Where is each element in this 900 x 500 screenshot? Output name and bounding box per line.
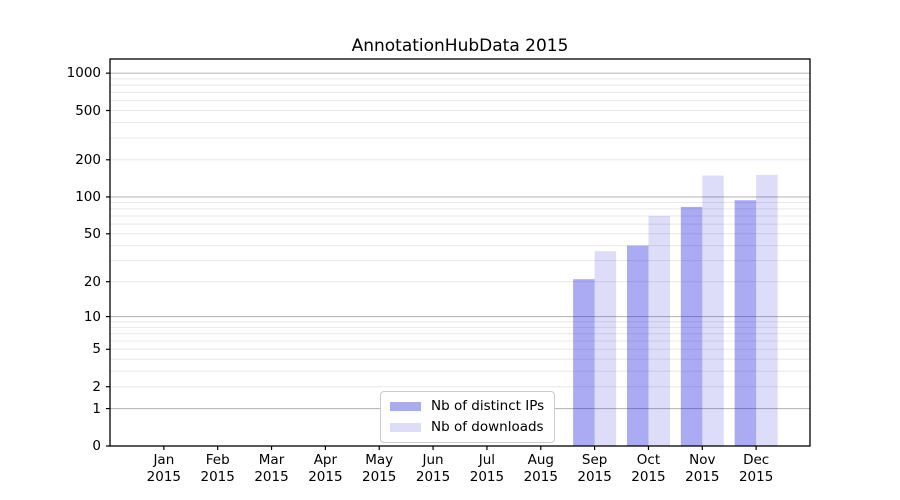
bar-downloads (702, 175, 724, 446)
x-tick-label: Sep 2015 (563, 452, 627, 486)
x-tick-month: Jun (422, 452, 444, 468)
x-tick-label: Jul 2015 (455, 452, 519, 486)
y-tick-label: 1000 (66, 65, 101, 82)
x-tick-month: Jul (478, 452, 496, 468)
y-tick-label: 1 (92, 400, 101, 417)
legend: Nb of distinct IPs Nb of downloads (380, 391, 556, 443)
x-tick-month: Aug (527, 452, 554, 468)
x-tick-year: 2015 (631, 469, 666, 485)
x-tick-year: 2015 (200, 469, 235, 485)
y-tick-label: 100 (75, 188, 101, 205)
legend-swatch-distinct-ips (390, 401, 421, 411)
legend-swatch-downloads (390, 422, 421, 432)
x-tick-year: 2015 (577, 469, 612, 485)
x-tick-label: Mar 2015 (240, 452, 304, 486)
x-tick-month: Jan (153, 452, 175, 468)
x-tick-label: Apr 2015 (293, 452, 357, 486)
bar-distinct-ips (680, 206, 703, 446)
x-tick-label: Jan 2015 (132, 452, 196, 486)
x-tick-label: May 2015 (347, 452, 411, 486)
x-tick-label: Nov 2015 (670, 452, 734, 486)
legend-item-distinct-ips: Nb of distinct IPs (390, 398, 544, 414)
x-tick-year: 2015 (523, 469, 558, 485)
x-tick-month: Sep (581, 452, 608, 468)
chart-title: AnnotationHubData 2015 (351, 36, 569, 56)
x-tick-label: Dec 2015 (724, 452, 788, 486)
bar-distinct-ips (573, 279, 595, 446)
x-tick-label: Jun 2015 (401, 452, 465, 486)
axis-ticks (106, 72, 757, 450)
y-tick-label: 0 (92, 438, 101, 454)
x-tick-year: 2015 (685, 469, 720, 485)
x-tick-month: Oct (636, 452, 661, 468)
x-tick-month: Feb (205, 452, 230, 468)
x-tick-year: 2015 (146, 469, 182, 485)
x-tick-month: Mar (258, 452, 285, 468)
x-tick-label: Feb 2015 (186, 452, 250, 486)
plot-frame (109, 58, 811, 447)
legend-label-distinct-ips: Nb of distinct IPs (431, 398, 545, 414)
y-tick-label: 10 (83, 308, 101, 325)
y-tick-label: 500 (75, 102, 101, 119)
x-tick-month: Dec (743, 452, 770, 468)
bar-downloads (594, 251, 617, 446)
y-tick-label: 5 (92, 341, 101, 358)
x-tick-year: 2015 (738, 469, 774, 485)
bar-series (573, 174, 778, 446)
y-tick-label: 2 (92, 378, 101, 395)
bar-distinct-ips (626, 245, 649, 446)
x-tick-year: 2015 (254, 469, 289, 485)
x-tick-label: Oct 2015 (616, 452, 680, 486)
bar-downloads (648, 215, 670, 446)
bar-downloads (756, 174, 778, 446)
legend-item-downloads: Nb of downloads (390, 419, 544, 435)
x-tick-month: May (365, 452, 394, 468)
x-tick-year: 2015 (415, 469, 451, 485)
y-tick-label: 200 (75, 151, 101, 168)
x-tick-label: Aug 2015 (509, 452, 573, 486)
x-tick-year: 2015 (308, 469, 343, 485)
x-tick-month: Nov (689, 452, 716, 468)
minor-gridlines (110, 78, 810, 388)
x-tick-month: Apr (313, 452, 338, 468)
x-tick-year: 2015 (362, 469, 397, 485)
x-tick-year: 2015 (469, 469, 505, 485)
legend-label-downloads: Nb of downloads (431, 419, 544, 435)
y-tick-label: 50 (83, 225, 101, 242)
y-tick-label: 20 (83, 273, 101, 290)
bar-distinct-ips (734, 200, 757, 446)
